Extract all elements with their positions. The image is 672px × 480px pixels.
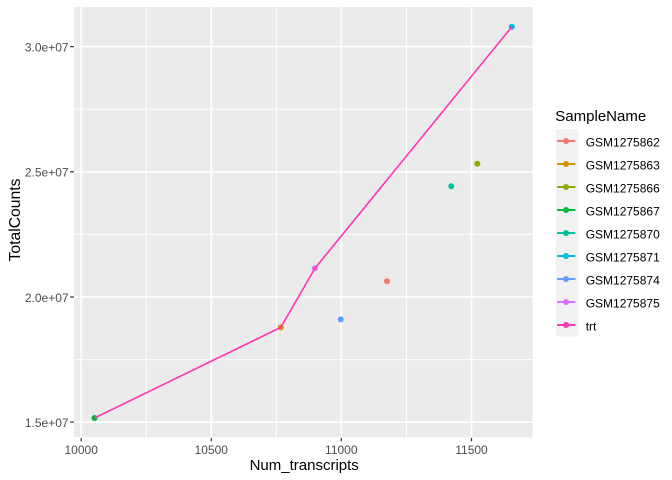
svg-text:2.0e+07: 2.0e+07: [25, 291, 69, 305]
svg-text:SampleName: SampleName: [555, 108, 646, 125]
svg-text:10500: 10500: [195, 443, 229, 457]
svg-text:3.0e+07: 3.0e+07: [25, 41, 69, 55]
svg-text:10000: 10000: [65, 443, 99, 457]
svg-text:GSM1275866: GSM1275866: [586, 182, 660, 196]
svg-text:GSM1275870: GSM1275870: [586, 228, 660, 242]
svg-text:1.5e+07: 1.5e+07: [25, 416, 69, 430]
svg-text:GSM1275871: GSM1275871: [586, 251, 660, 265]
svg-text:2.5e+07: 2.5e+07: [25, 166, 69, 180]
svg-text:trt: trt: [586, 320, 597, 334]
svg-text:GSM1275874: GSM1275874: [586, 274, 660, 288]
svg-text:11000: 11000: [325, 443, 358, 457]
svg-text:GSM1275867: GSM1275867: [586, 205, 660, 219]
svg-text:GSM1275862: GSM1275862: [586, 136, 660, 150]
svg-text:GSM1275863: GSM1275863: [586, 159, 660, 173]
svg-text:Num_transcripts: Num_transcripts: [250, 457, 359, 474]
svg-text:11500: 11500: [455, 443, 488, 457]
svg-text:GSM1275875: GSM1275875: [586, 297, 660, 311]
svg-text:TotalCounts: TotalCounts: [7, 178, 24, 261]
